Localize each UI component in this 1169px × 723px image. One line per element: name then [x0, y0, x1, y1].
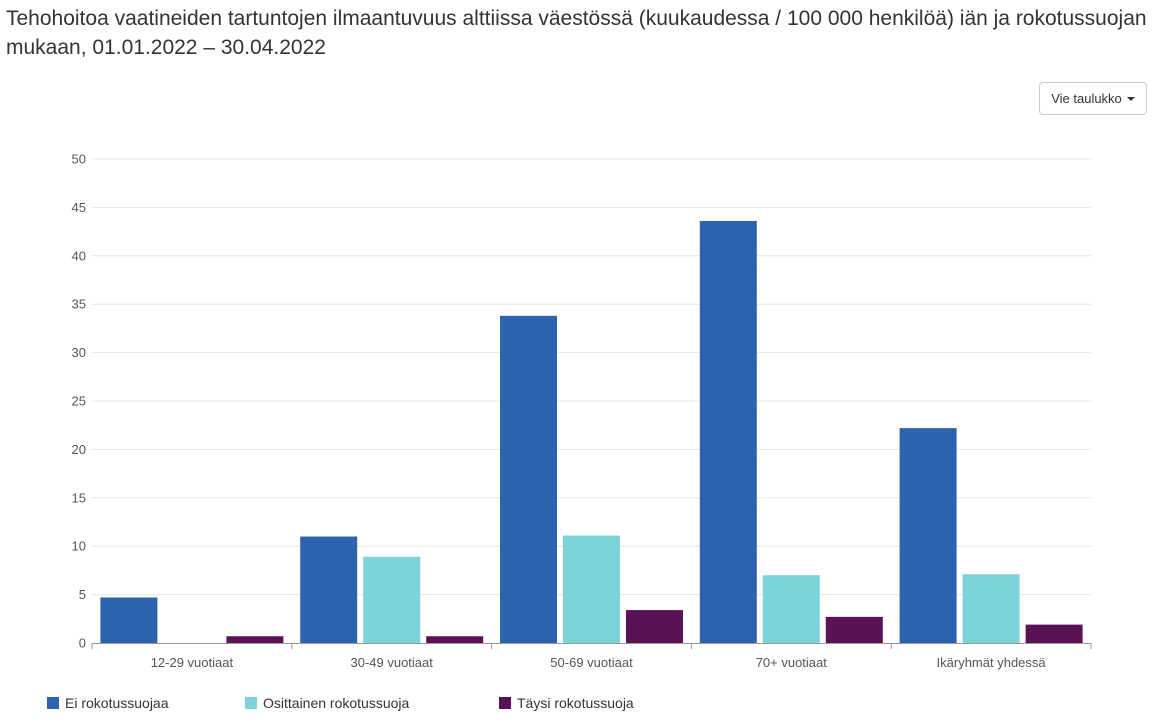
legend-item[interactable]: Täysi rokotussuoja	[499, 695, 634, 711]
bar[interactable]	[699, 220, 757, 643]
bar[interactable]	[1025, 624, 1083, 643]
y-tick-label: 40	[72, 248, 86, 263]
y-tick-label: 45	[72, 200, 86, 215]
legend-swatch	[499, 697, 511, 709]
y-tick-label: 50	[72, 152, 86, 167]
legend-item[interactable]: Osittainen rokotussuoja	[245, 695, 409, 711]
caret-down-icon	[1126, 96, 1135, 101]
chart-title: Tehohoitoa vaatineiden tartuntojen ilmaa…	[6, 7, 1147, 59]
bar-groups	[100, 220, 1083, 643]
bar[interactable]	[962, 574, 1020, 643]
legend-item[interactable]: Ei rokotussuojaa	[47, 695, 169, 711]
chart-legend: Ei rokotussuojaa Osittainen rokotussuoja T…	[0, 690, 1169, 716]
x-tick-label: 12-29 vuotiaat	[151, 655, 234, 670]
legend-label: Osittainen rokotussuoja	[263, 695, 410, 711]
legend-label: Ei rokotussuojaa	[65, 695, 169, 711]
y-tick-label: 10	[72, 539, 86, 554]
y-tick-label: 25	[72, 394, 86, 409]
bar[interactable]	[363, 556, 421, 643]
export-table-button[interactable]: Vie taulukko	[1039, 82, 1147, 115]
y-tick-label: 15	[72, 490, 86, 505]
bar-group	[500, 315, 683, 643]
bar-group	[100, 597, 284, 643]
y-tick-label: 20	[72, 442, 86, 457]
legend-swatch	[47, 697, 59, 709]
bar-group	[300, 536, 484, 643]
bar-group	[699, 220, 883, 643]
bar-chart: 0 5 10 15 20 25 30 35 40 45 50 12-29 vuotiaat 30-49…	[72, 152, 1092, 670]
bar[interactable]	[500, 315, 557, 643]
y-tick-label: 5	[79, 587, 86, 602]
y-tick-label: 0	[79, 636, 86, 651]
y-tick-label: 35	[72, 297, 86, 312]
legend-label: Täysi rokotussuoja	[517, 695, 634, 711]
x-tick-label: 50-69 vuotiaat	[550, 655, 633, 670]
bar[interactable]	[825, 616, 883, 643]
legend-swatch	[245, 697, 257, 709]
bar[interactable]	[100, 597, 158, 643]
bar[interactable]	[300, 536, 358, 643]
x-tick-label: Ikäryhmät yhdessä	[937, 655, 1047, 670]
bar[interactable]	[563, 535, 620, 643]
x-tick-label: 70+ vuotiaat	[756, 655, 828, 670]
bar[interactable]	[226, 636, 284, 643]
x-tick-label: 30-49 vuotiaat	[350, 655, 433, 670]
y-tick-label: 30	[72, 345, 86, 360]
y-axis-ticks: 0 5 10 15 20 25 30 35 40 45 50	[72, 152, 86, 651]
bar[interactable]	[899, 428, 957, 643]
bar[interactable]	[426, 636, 484, 643]
bar[interactable]	[626, 610, 683, 643]
x-axis-ticks: 12-29 vuotiaat 30-49 vuotiaat 50-69 vuotia…	[91, 643, 1092, 670]
bar-group	[899, 428, 1083, 643]
export-table-label: Vie taulukko	[1051, 91, 1122, 106]
bar[interactable]	[762, 575, 820, 643]
